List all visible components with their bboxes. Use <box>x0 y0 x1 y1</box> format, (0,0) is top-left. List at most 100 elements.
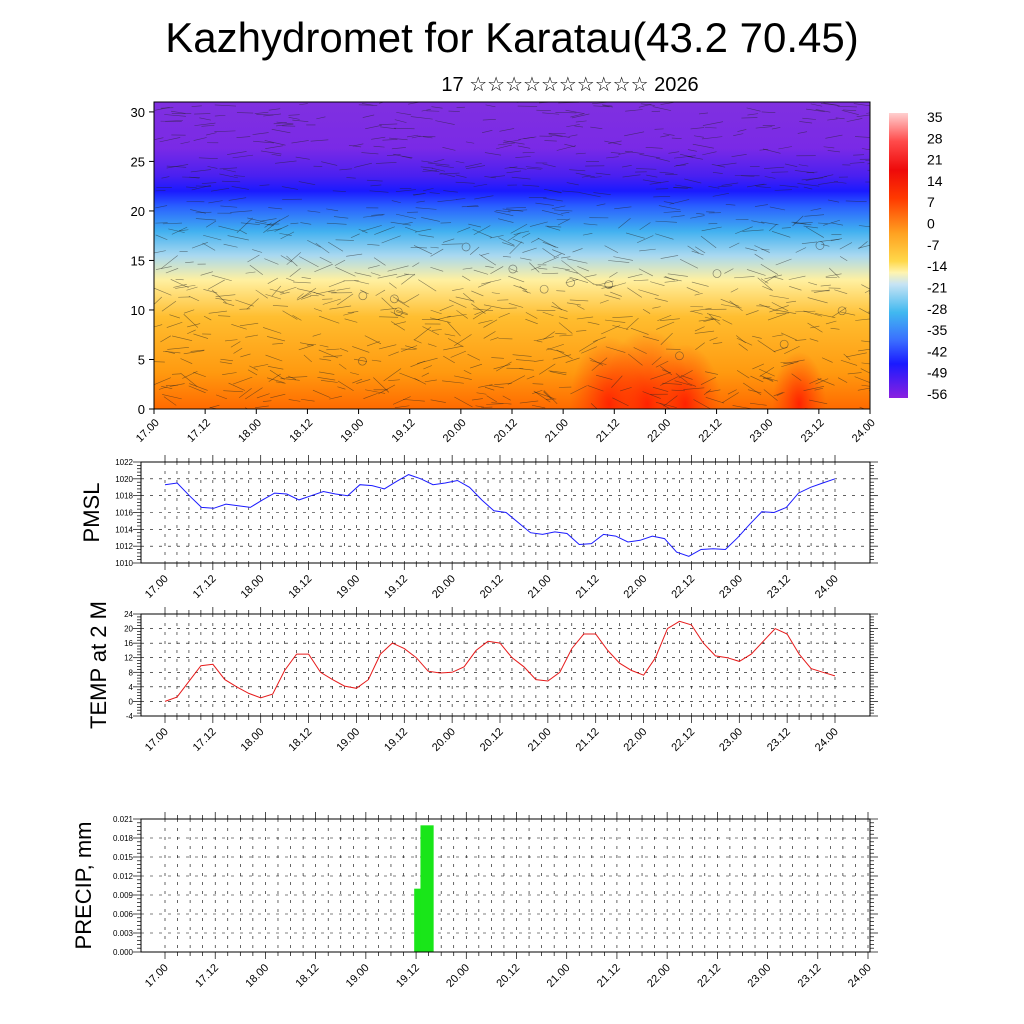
wind-streak <box>228 197 247 201</box>
wind-streak <box>830 222 844 226</box>
wind-streak <box>379 123 398 125</box>
wind-streak <box>319 344 329 348</box>
wind-streak <box>375 289 386 296</box>
wind-streak <box>439 304 454 312</box>
wind-streak <box>686 382 697 387</box>
wind-streak <box>606 156 619 159</box>
wind-streak <box>618 151 633 155</box>
wind-streak <box>301 277 311 280</box>
wind-streak <box>830 238 842 242</box>
wind-streak <box>652 306 661 309</box>
wind-streak <box>859 406 866 409</box>
x-tick-label: 21.00 <box>526 726 554 754</box>
x-tick-label: 23.00 <box>717 726 745 754</box>
wind-streak <box>522 184 540 187</box>
wind-streak <box>698 318 717 322</box>
wind-streak <box>502 395 511 401</box>
wind-streak <box>183 350 205 355</box>
precip-bar <box>420 825 434 952</box>
wind-streak <box>708 186 720 189</box>
wind-streak <box>489 235 504 239</box>
wind-streak <box>698 112 709 115</box>
wind-streak <box>504 166 518 169</box>
wind-streak <box>201 125 215 127</box>
wind-streak <box>802 117 817 120</box>
wind-streak <box>495 209 511 213</box>
warm-core <box>649 344 722 409</box>
wind-streak <box>443 355 455 364</box>
wind-streak <box>267 366 284 370</box>
wind-streak <box>858 307 870 315</box>
wind-streak <box>307 210 321 213</box>
wind-streak <box>200 271 213 276</box>
wind-streak <box>660 366 673 376</box>
wind-streak <box>642 308 651 314</box>
wind-streak <box>545 225 562 228</box>
wind-streak <box>569 276 589 283</box>
wind-streak <box>396 112 412 116</box>
wind-streak <box>301 295 312 300</box>
wind-streak <box>772 276 784 280</box>
wind-streak <box>476 392 487 395</box>
wind-streak <box>418 135 433 139</box>
wind-streak <box>186 186 197 189</box>
wind-streak <box>423 365 432 370</box>
wind-streak <box>400 348 416 350</box>
wind-streak <box>706 389 721 393</box>
wind-streak <box>509 241 522 254</box>
wind-streak <box>709 314 721 325</box>
wind-streak <box>565 109 584 114</box>
wind-streak <box>468 223 482 228</box>
wind-streak <box>406 134 419 138</box>
wind-streak <box>191 185 212 191</box>
wind-streak <box>478 319 493 324</box>
wind-streak <box>371 359 382 362</box>
wind-streak <box>269 369 285 380</box>
wind-streak <box>550 371 567 376</box>
wind-streak <box>803 225 819 229</box>
wind-streak <box>612 397 629 407</box>
wind-streak <box>173 283 187 288</box>
wind-streak <box>674 380 693 386</box>
wind-streak <box>431 167 446 172</box>
wind-streak <box>604 319 626 323</box>
wind-streak <box>570 113 585 118</box>
wind-streak <box>430 317 451 323</box>
wind-streak <box>414 326 432 341</box>
wind-streak <box>389 137 408 141</box>
wind-streak <box>214 104 236 107</box>
x-tick-label: 23.12 <box>799 417 827 445</box>
wind-streak <box>169 314 180 319</box>
colorbar-label: 0 <box>927 216 935 232</box>
wind-streak <box>222 372 237 375</box>
wind-streak <box>589 357 604 366</box>
wind-streak <box>472 229 492 238</box>
y-tick-label: 0.012 <box>113 872 134 881</box>
wind-streak <box>247 254 260 263</box>
wind-streak <box>249 264 263 275</box>
wind-streak <box>861 362 870 365</box>
x-tick-label: 17.12 <box>191 573 219 601</box>
wind-streak <box>771 231 791 238</box>
wind-streak <box>750 375 764 383</box>
wind-streak <box>469 246 480 255</box>
wind-streak <box>861 340 870 343</box>
wind-streak <box>396 299 410 308</box>
wind-streak <box>846 118 863 122</box>
wind-streak <box>763 389 778 401</box>
wind-streak <box>743 382 762 396</box>
wind-streak <box>693 135 704 138</box>
wind-streak <box>804 214 825 217</box>
wind-streak <box>571 113 590 119</box>
wind-streak <box>430 309 442 315</box>
page-subtitle: 17 ☆☆☆☆☆☆☆☆☆☆ 2026 <box>441 74 699 96</box>
wind-streak <box>539 363 556 375</box>
y-tick-label: 1018 <box>115 492 133 501</box>
wind-streak <box>219 167 238 170</box>
wind-streak <box>791 373 802 381</box>
calm-marker <box>393 307 403 317</box>
wind-streak <box>592 336 606 343</box>
wind-streak <box>847 372 862 375</box>
wind-streak <box>361 152 379 155</box>
wind-streak <box>795 339 807 341</box>
